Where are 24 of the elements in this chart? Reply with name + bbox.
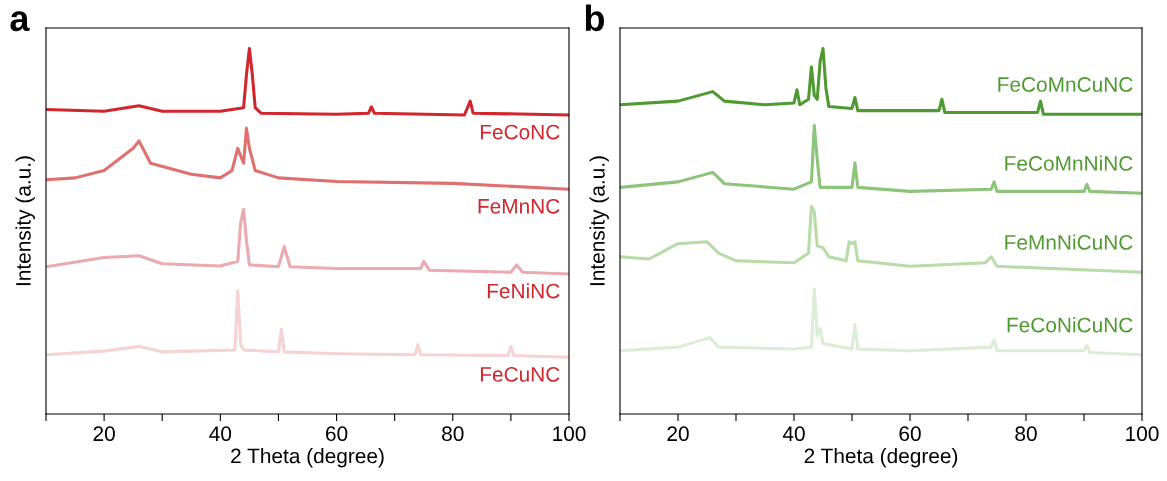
x-axis-title: 2 Theta (degree): [804, 448, 958, 468]
x-tick-label: 80: [1015, 426, 1037, 442]
series-label: FeCoMnNiNC: [1005, 155, 1133, 171]
series-label: FeCoMnCuNC: [998, 77, 1133, 92]
x-axis-title: 2 Theta (degree): [231, 448, 384, 468]
x-tick-label: 60: [899, 426, 921, 442]
series-label: FeCoNiCuNC: [1007, 317, 1133, 333]
x-tick-label: 60: [326, 426, 348, 442]
series-label: FeCoNC: [480, 124, 560, 140]
series-label: FeMnNiCuNC: [1005, 234, 1133, 250]
x-tick-label: 80: [442, 426, 464, 442]
y-axis-title: Intensity (a.u.): [15, 156, 35, 286]
chart-title: a: [10, 11, 30, 32]
series-label: FeNiNC: [487, 283, 560, 299]
x-tick-label: 20: [667, 426, 689, 442]
x-tick-label: 100: [553, 426, 586, 442]
x-tick-label: 40: [782, 426, 805, 442]
x-tick-label: 100: [1126, 426, 1159, 442]
x-tick-label: 40: [209, 426, 232, 442]
y-axis-title: Intensity (a.u.): [589, 156, 609, 286]
x-tick-label: 20: [93, 426, 115, 442]
chart-title: b: [585, 4, 605, 32]
series-label: FeCuNC: [480, 367, 560, 382]
series-label: FeMnNC: [478, 198, 560, 214]
